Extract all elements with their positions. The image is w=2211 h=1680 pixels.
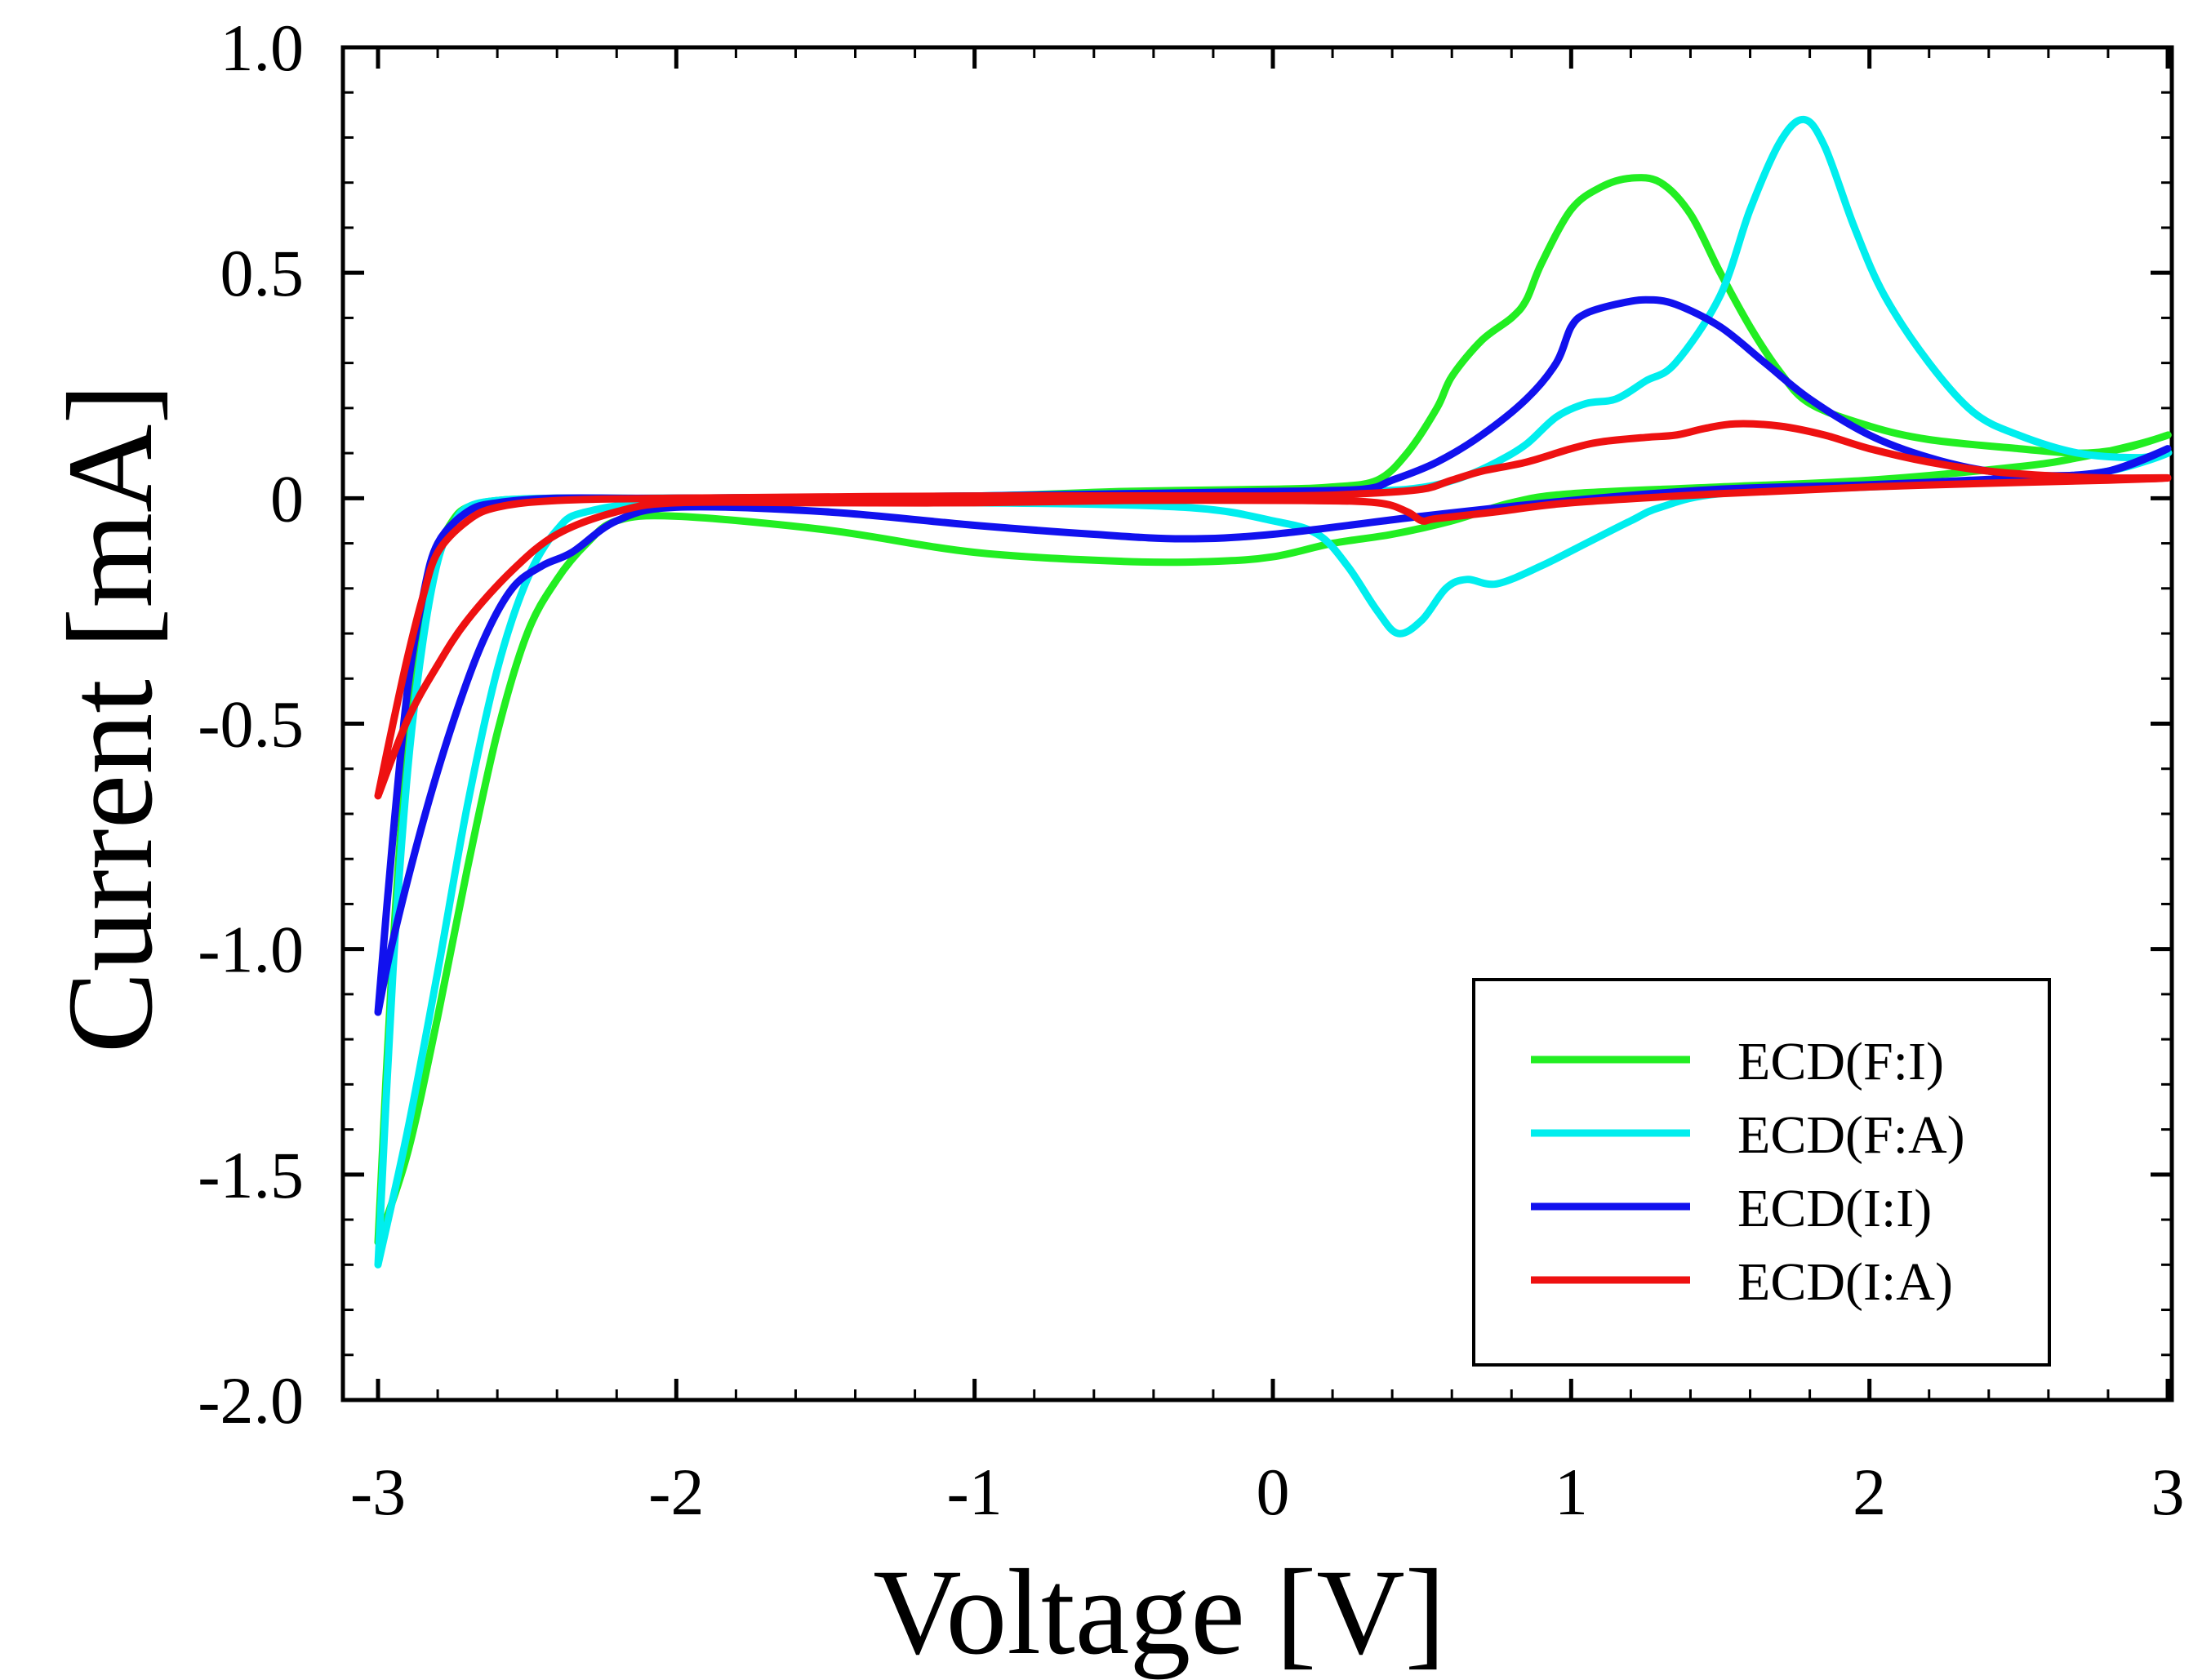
series-line-ecd-i-a xyxy=(374,420,2172,800)
x-tick-label: -3 xyxy=(350,1455,406,1529)
y-tick-label: 1.0 xyxy=(220,11,305,85)
x-tick-label: -1 xyxy=(947,1455,1003,1529)
y-tick-label: 0 xyxy=(270,461,304,536)
legend-label-ecd-f-a: ECD(F:A) xyxy=(1737,1105,1965,1165)
y-tick-label: -0.5 xyxy=(198,687,304,762)
x-tick-label: -2 xyxy=(648,1455,704,1529)
legend-box xyxy=(1472,978,2051,1367)
x-tick-labels: -3 -2 -1 0 1 2 3 xyxy=(350,1455,2185,1529)
x-tick-label: 1 xyxy=(1555,1455,1588,1529)
legend-label-ecd-i-a: ECD(I:A) xyxy=(1737,1252,1953,1312)
plot-area xyxy=(340,45,2174,1402)
x-tick-label: 0 xyxy=(1257,1455,1290,1529)
y-tick-label: -1.5 xyxy=(198,1138,304,1212)
series-line-ecd-i-i xyxy=(374,296,2172,1016)
y-tick-label: 0.5 xyxy=(220,236,305,310)
x-tick-label: 2 xyxy=(1853,1455,1886,1529)
legend-label-ecd-f-i: ECD(F:I) xyxy=(1737,1032,1944,1091)
y-axis-title: Current [mA] xyxy=(42,384,178,1054)
x-tick-label: 3 xyxy=(2151,1455,2185,1529)
y-tick-labels: 1.0 0.5 0 -0.5 -1.0 -1.5 -2.0 xyxy=(198,11,304,1438)
legend-label-ecd-i-i: ECD(I:I) xyxy=(1737,1179,1932,1238)
legend: ECD(F:I) ECD(F:A) ECD(I:I) ECD(I:A) xyxy=(1472,978,2051,1367)
major-ticks xyxy=(343,45,2172,1402)
y-tick-label: -1.0 xyxy=(198,913,304,987)
y-tick-label: -2.0 xyxy=(198,1363,304,1438)
series-group xyxy=(374,115,2173,1269)
x-axis-title: Voltage [V] xyxy=(873,1544,1445,1680)
